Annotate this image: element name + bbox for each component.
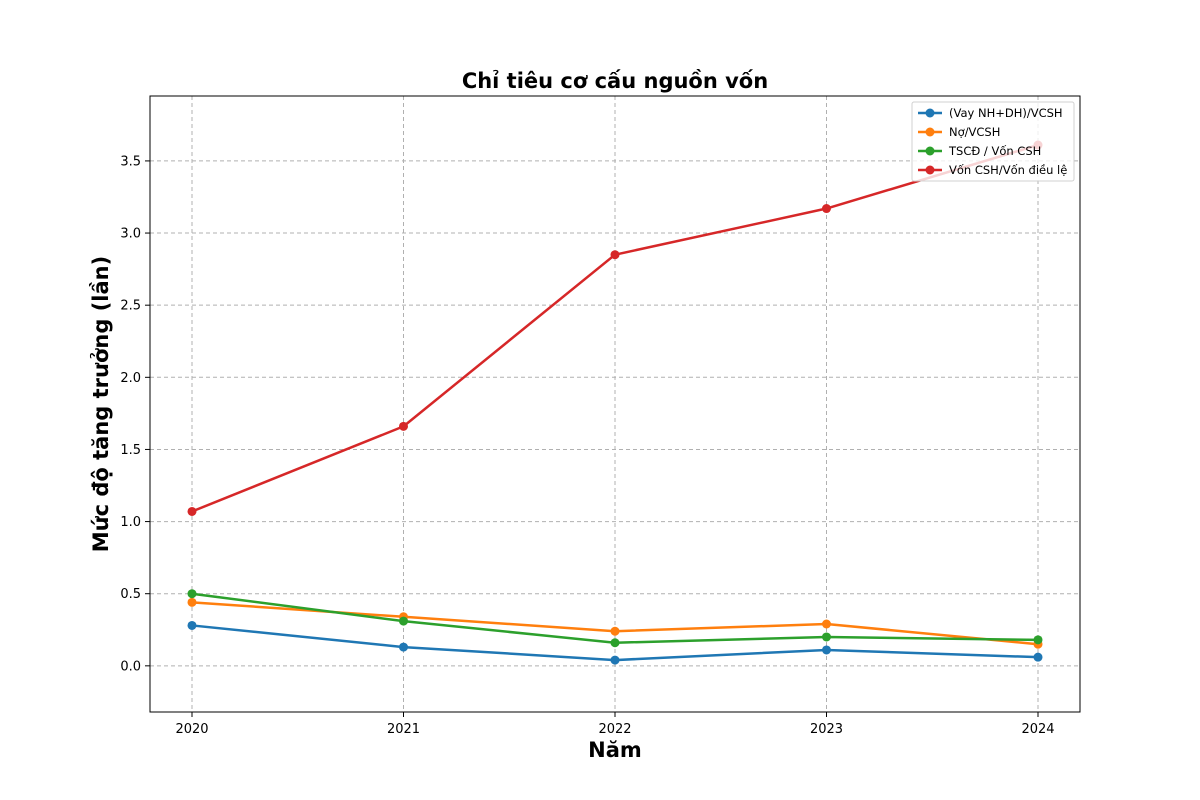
legend-marker: [925, 108, 935, 118]
legend: (Vay NH+DH)/VCSH Nợ/VCSH TSCĐ / Vốn CSH Vốn…: [911, 101, 1075, 182]
data-point: [610, 638, 620, 648]
grid: [150, 96, 1080, 712]
data-point: [822, 204, 831, 214]
data-point: [610, 655, 620, 665]
y-tick-label: 3.5: [120, 154, 141, 169]
data-point: [399, 642, 408, 652]
y-axis-label: Mức độ tăng trưởng (lần): [89, 256, 113, 552]
x-axis-label: Năm: [588, 738, 642, 762]
legend-entry: Vốn CSH/Vốn điều lệ: [918, 163, 1067, 177]
y-axis-ticks: 0.0 0.5 1.0 1.5 2.0 2.5 3.0 3.5: [120, 154, 150, 674]
legend-entry: (Vay NH+DH)/VCSH: [918, 106, 1063, 120]
data-point: [187, 597, 197, 607]
data-point: [822, 619, 831, 629]
legend-entry: Nợ/VCSH: [918, 125, 1000, 139]
y-tick-label: 1.5: [120, 443, 141, 458]
x-tick-label: 2021: [387, 722, 420, 737]
x-axis-ticks: 2020 2021 2022 2023 2024: [175, 712, 1055, 737]
legend-label: Nợ/VCSH: [949, 125, 1000, 139]
x-tick-label: 2022: [598, 722, 631, 737]
series-0: [187, 620, 1043, 665]
data-point: [1033, 652, 1043, 662]
y-tick-label: 0.5: [120, 587, 141, 602]
data-point: [399, 616, 408, 626]
legend-entry: TSCĐ / Vốn CSH: [918, 144, 1041, 158]
y-tick-label: 0.0: [120, 659, 141, 674]
data-point: [610, 250, 620, 260]
data-point: [1033, 635, 1043, 645]
series-layer: [187, 140, 1043, 665]
data-point: [610, 626, 620, 636]
data-point: [187, 620, 197, 630]
y-tick-label: 2.5: [120, 299, 141, 314]
chart-title: Chỉ tiêu cơ cấu nguồn vốn: [462, 69, 768, 93]
data-point: [399, 421, 408, 431]
x-tick-label: 2024: [1021, 722, 1054, 737]
legend-marker: [925, 127, 935, 137]
legend-marker: [925, 165, 935, 175]
legend-label: TSCĐ / Vốn CSH: [948, 144, 1041, 158]
y-tick-label: 2.0: [120, 371, 141, 386]
legend-label: (Vay NH+DH)/VCSH: [949, 106, 1063, 120]
legend-marker: [925, 146, 935, 156]
data-point: [187, 506, 197, 516]
legend-label: Vốn CSH/Vốn điều lệ: [949, 163, 1067, 177]
data-point: [187, 589, 197, 599]
x-tick-label: 2020: [175, 722, 208, 737]
data-point: [822, 632, 831, 642]
x-tick-label: 2023: [810, 722, 843, 737]
y-tick-label: 3.0: [120, 227, 141, 242]
legend-box: [911, 101, 1075, 182]
y-tick-label: 1.0: [120, 515, 141, 530]
series-2: [187, 589, 1043, 648]
data-point: [822, 645, 831, 655]
